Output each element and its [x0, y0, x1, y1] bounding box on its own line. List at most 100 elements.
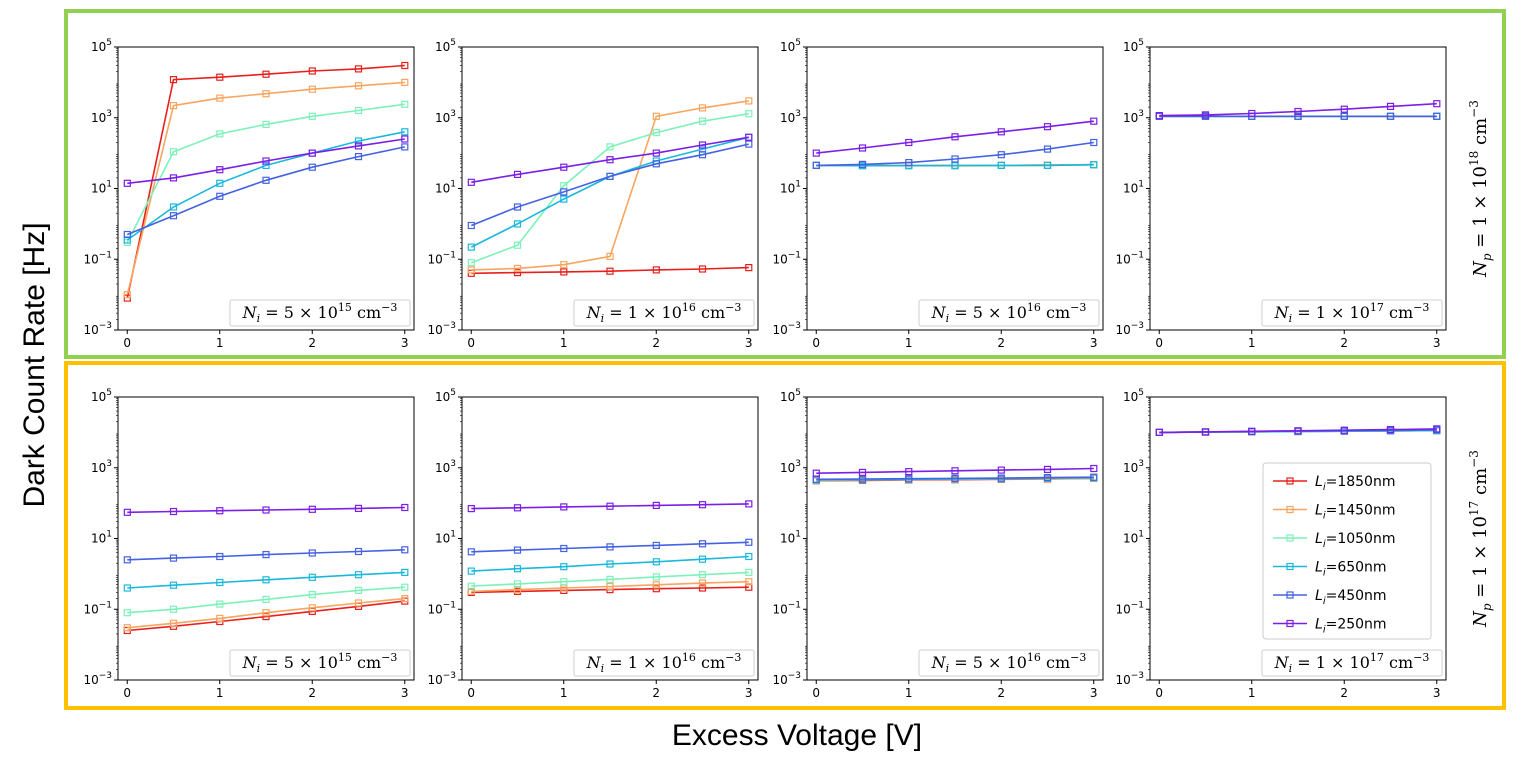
- y-tick-label: 10−1: [1115, 600, 1144, 616]
- data-point: [401, 78, 409, 87]
- data-point: [1201, 428, 1210, 436]
- panel-label-unit: cm: [1041, 653, 1070, 672]
- y-tick-exp: −1: [99, 250, 112, 260]
- y-tick-exp: −3: [99, 671, 112, 681]
- data-point: [401, 546, 409, 554]
- data-point: [1043, 465, 1052, 473]
- data-point: [467, 582, 475, 590]
- series-line: [471, 136, 749, 184]
- row-label-exp: 17: [1467, 501, 1481, 516]
- data-point: [308, 590, 316, 599]
- data-point: [401, 583, 409, 591]
- data-point: [262, 550, 270, 559]
- y-tick-base: 10: [772, 252, 787, 266]
- series-line: [471, 541, 749, 553]
- row-label-sub: p: [1480, 253, 1494, 261]
- axes-frame: [1149, 396, 1447, 681]
- data-point: [467, 178, 475, 186]
- axes-frame: [117, 396, 415, 681]
- legend-swatch-marker: [1286, 562, 1294, 571]
- series-Li=450nm: [123, 143, 409, 239]
- y-tick-label: 105: [780, 388, 801, 404]
- data-point: [262, 120, 270, 129]
- series-line: [816, 141, 1094, 167]
- legend-label-sub: i: [1323, 511, 1326, 522]
- legend-label: Li=1050nm: [1315, 531, 1395, 550]
- legend-label: Li=450nm: [1315, 588, 1387, 607]
- legend-label-rest: =1050nm: [1326, 531, 1396, 547]
- panel-label-sub: i: [257, 662, 261, 675]
- y-tick-label: 10−3: [772, 321, 801, 337]
- data-point: [1155, 111, 1163, 120]
- y-tick-base: 10: [1115, 252, 1130, 266]
- y-tick-label: 105: [435, 38, 456, 54]
- data-point: [698, 540, 707, 548]
- data-point: [698, 265, 707, 273]
- legend-label-sub: i: [1323, 596, 1326, 607]
- data-point: [997, 161, 1005, 169]
- y-tick-base: 10: [780, 390, 795, 404]
- series-line: [471, 100, 749, 271]
- series-line: [471, 555, 749, 572]
- data-point: [1248, 109, 1256, 118]
- x-tick-label: 1: [1248, 686, 1256, 700]
- series-Li=250nm: [123, 135, 409, 187]
- x-tick-label: 3: [401, 336, 409, 350]
- y-tick-label: 101: [91, 180, 112, 196]
- data-point: [513, 220, 522, 228]
- panel-label-unit-exp: −3: [381, 301, 397, 314]
- data-point: [401, 143, 409, 151]
- legend-label-var: L: [1315, 531, 1323, 547]
- data-point: [354, 504, 363, 512]
- data-point: [812, 149, 820, 157]
- panel-label-sub: i: [946, 312, 950, 325]
- y-tick-exp: 5: [106, 38, 112, 48]
- data-point: [216, 578, 224, 587]
- data-point: [467, 567, 475, 575]
- y-tick-exp: 3: [106, 459, 112, 469]
- y-tick-base: 10: [435, 390, 450, 404]
- x-axis-label: Excess Voltage [V]: [672, 719, 922, 752]
- series-Li=1050nm: [467, 110, 753, 267]
- y-tick-label: 103: [435, 459, 456, 475]
- data-point: [1090, 117, 1098, 125]
- x-tick-label: 2: [308, 686, 316, 700]
- series-Li=1850nm: [467, 264, 753, 277]
- data-point: [169, 605, 178, 613]
- y-tick-exp: 1: [106, 530, 112, 540]
- series-Li=1850nm: [123, 61, 409, 302]
- legend-item: Li=450nm: [1273, 588, 1387, 607]
- y-tick-label: 101: [780, 180, 801, 196]
- x-tick-label: 3: [745, 336, 753, 350]
- y-tick-base: 10: [83, 323, 98, 337]
- y-tick-exp: 5: [1138, 38, 1144, 48]
- series-line: [471, 571, 749, 587]
- y-tick-base: 10: [83, 252, 98, 266]
- y-tick-label: 101: [435, 530, 456, 546]
- x-tick-label: 2: [652, 336, 660, 350]
- axes-frame: [806, 46, 1104, 331]
- y-tick-base: 10: [91, 532, 106, 546]
- panel-label-exp: 16: [682, 301, 696, 314]
- data-point: [1090, 138, 1098, 147]
- panel-label: Ni = 5 × 1016 cm−3: [931, 301, 1087, 325]
- legend-label: Li=250nm: [1315, 617, 1387, 636]
- legend-swatch-marker: [1286, 619, 1294, 628]
- data-point: [169, 148, 178, 156]
- y-tick-label: 101: [780, 530, 801, 546]
- y-tick-label: 10−1: [772, 600, 801, 616]
- data-point: [308, 149, 316, 157]
- series-Li=650nm: [123, 568, 409, 592]
- data-point: [467, 505, 475, 513]
- data-point: [560, 578, 568, 586]
- data-point: [905, 159, 913, 167]
- series-line: [126, 64, 405, 299]
- y-tick-exp: 5: [795, 38, 801, 48]
- panel-label-sub: i: [601, 662, 605, 675]
- series-line: [816, 120, 1094, 154]
- data-point: [997, 151, 1005, 159]
- y-tick-base: 10: [83, 673, 98, 687]
- data-point: [1090, 473, 1098, 481]
- panel-label-unit: cm: [696, 303, 725, 322]
